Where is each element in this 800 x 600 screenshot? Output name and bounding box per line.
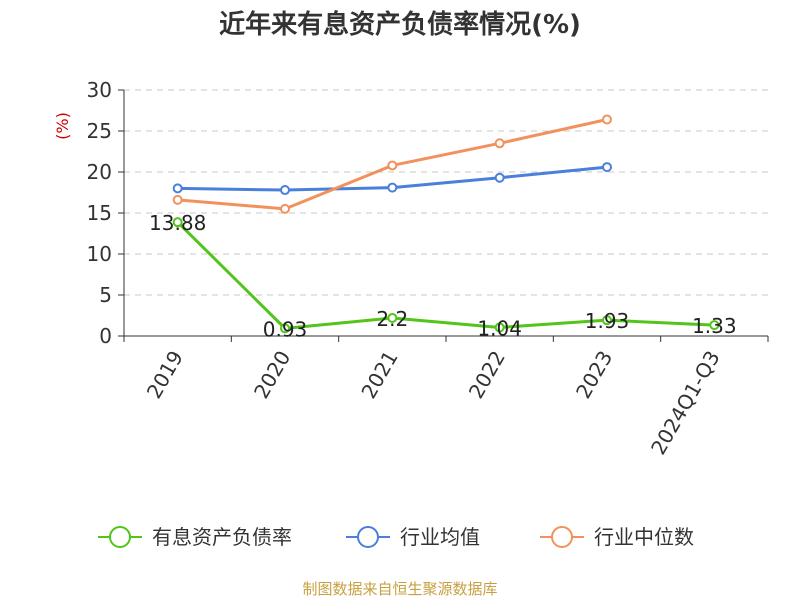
legend: 有息资产负债率 行业均值 行业中位数 bbox=[98, 525, 694, 549]
data-point bbox=[387, 312, 398, 323]
legend-label: 有息资产负债率 bbox=[152, 525, 292, 549]
y-axis-unit-label: (%) bbox=[53, 112, 72, 140]
data-point bbox=[602, 315, 612, 326]
data-point bbox=[494, 172, 505, 183]
data-point bbox=[494, 322, 505, 333]
data-label: 1.04 bbox=[477, 316, 522, 340]
data-point bbox=[387, 160, 398, 171]
chart-title: 近年来有息资产负债率情况(%) bbox=[219, 9, 581, 40]
y-tick-label: 10 bbox=[87, 242, 112, 266]
series-2 bbox=[172, 114, 612, 214]
x-tick-label: 2020 bbox=[249, 347, 295, 403]
x-tick-label: 2024Q1-Q3 bbox=[646, 347, 725, 459]
series-lines bbox=[172, 114, 720, 334]
data-labels: 13.88 0.93 2.2 1.04 1.93 1.33 bbox=[149, 211, 737, 341]
data-point bbox=[280, 203, 290, 214]
y-tick-label: 20 bbox=[87, 160, 112, 184]
data-point bbox=[387, 182, 398, 193]
x-tick-label: 2021 bbox=[356, 347, 402, 403]
y-tick-label: 5 bbox=[99, 283, 112, 307]
x-tick-label: 2019 bbox=[142, 347, 188, 403]
series-0 bbox=[172, 217, 720, 334]
gridlines bbox=[124, 89, 768, 296]
data-point bbox=[172, 217, 183, 228]
data-label: 2.2 bbox=[376, 307, 408, 331]
data-point bbox=[602, 114, 612, 125]
y-tick-label: 30 bbox=[87, 78, 112, 102]
legend-swatch-marker bbox=[551, 526, 573, 548]
source-note: 制图数据来自恒生聚源数据库 bbox=[302, 580, 497, 598]
data-label: 0.93 bbox=[263, 317, 308, 341]
x-tick-label: 2023 bbox=[571, 347, 617, 403]
series-line bbox=[176, 221, 715, 330]
legend-item: 行业均值 bbox=[346, 525, 480, 549]
data-label: 13.88 bbox=[149, 211, 206, 235]
data-point bbox=[280, 323, 290, 334]
data-point bbox=[602, 162, 612, 173]
data-label: 1.33 bbox=[692, 314, 737, 338]
data-point bbox=[494, 138, 505, 149]
legend-item: 行业中位数 bbox=[540, 525, 694, 549]
axes: 0 5 10 15 20 25 30 2019 2020 2021 2022 2023 2024Q1-Q… bbox=[87, 78, 769, 459]
data-point bbox=[172, 183, 183, 194]
legend-swatch-marker bbox=[109, 526, 131, 548]
legend-label: 行业均值 bbox=[400, 525, 480, 549]
legend-label: 行业中位数 bbox=[594, 525, 694, 549]
x-tick-label: 2022 bbox=[464, 346, 510, 402]
data-label: 1.93 bbox=[585, 309, 630, 333]
series-1 bbox=[172, 162, 612, 196]
legend-item: 有息资产负债率 bbox=[98, 525, 292, 549]
legend-swatch-marker bbox=[357, 526, 379, 548]
data-point bbox=[709, 320, 720, 331]
y-tick-label: 15 bbox=[87, 201, 112, 225]
y-tick-label: 0 bbox=[99, 324, 112, 348]
y-tick-label: 25 bbox=[87, 119, 112, 143]
data-point bbox=[280, 185, 290, 196]
data-point bbox=[172, 194, 183, 205]
